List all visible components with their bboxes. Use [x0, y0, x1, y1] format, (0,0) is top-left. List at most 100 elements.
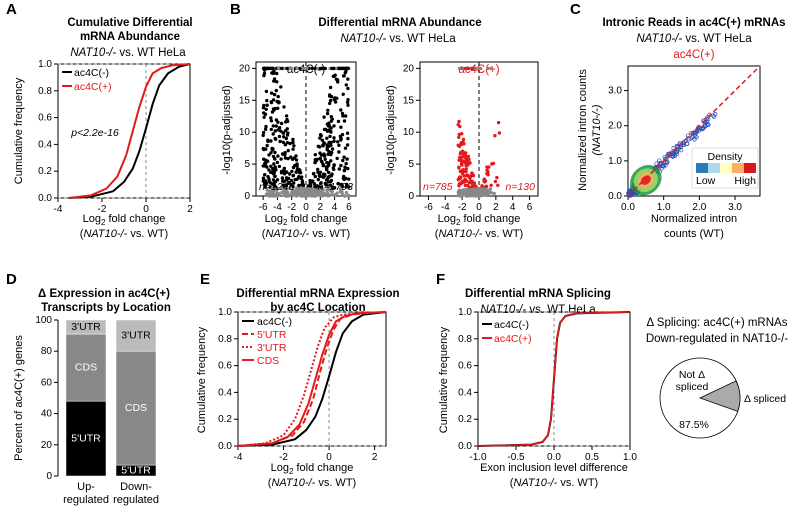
panel-b-point [319, 159, 324, 164]
panel-f-legend-label: ac4C(-) [494, 319, 529, 331]
panel-e-ytick-label: 0.2 [218, 414, 232, 425]
panel-b-point [282, 179, 287, 183]
panel-b-point [492, 191, 496, 196]
panel-b-point [267, 153, 271, 157]
panel-e-series [237, 311, 387, 447]
panel-c-point [713, 112, 718, 117]
panel-b-point [269, 127, 273, 132]
panel-b-point [276, 66, 281, 71]
panel-b-point [459, 180, 464, 185]
panel-b-point [313, 66, 317, 71]
panel-b-point [286, 194, 290, 198]
panel-b-point [333, 193, 337, 197]
panel-b-point [300, 180, 305, 184]
panel-d-bar-segment [65, 319, 107, 335]
panel-b-point [283, 143, 287, 147]
panel-b-ytick-label: 20 [239, 63, 251, 74]
panel-b-point [283, 153, 287, 157]
panel-b-point [346, 98, 350, 102]
panel-d-ytick-label: 20 [41, 440, 53, 451]
panel-b-point [497, 131, 502, 135]
panel-b-subtitle: NAT10-/- vs. WT HeLa [340, 33, 456, 45]
panel-b-point [285, 66, 289, 71]
panel-b-point [457, 166, 461, 170]
panel-b-point [286, 119, 290, 124]
panel-b-point [271, 132, 275, 136]
panel-b-point [289, 178, 294, 183]
panel-b-point [341, 158, 345, 163]
panel-e-legend-label: 5'UTR [257, 329, 287, 341]
panel-b-point [292, 181, 296, 185]
panel-c-point [665, 160, 670, 165]
panel-b-point [261, 130, 266, 135]
panel-b-count-left: n=785 [423, 181, 453, 193]
panel-b-point [305, 66, 309, 71]
panel-b-point [262, 71, 267, 76]
panel-b-point [457, 119, 461, 124]
panel-label-e: E [200, 271, 210, 288]
panel-d-bar-segment [65, 333, 107, 402]
panel-b-point [273, 157, 277, 161]
panel-f-ytick-label: 0.6 [458, 361, 472, 372]
panel-b-point [287, 186, 292, 191]
panel-d-segment-label: CDS [125, 402, 147, 414]
panel-a-title-line2: mRNA Abundance [80, 31, 180, 43]
panel-b-ylabel: -log10(p-adjusted) [221, 85, 233, 174]
panel-label-f: F [436, 271, 445, 288]
panel-b-point [279, 121, 284, 126]
panel-b-point [284, 114, 289, 118]
panel-b-point [467, 157, 471, 162]
panel-b-point [281, 183, 285, 187]
panel-b-point [271, 107, 276, 111]
panel-b-point [279, 171, 284, 175]
pie-label-not-spliced: Not Δ [679, 369, 705, 381]
panel-b-point [462, 152, 466, 156]
panel-b-point [347, 185, 351, 189]
panel-b-point [325, 143, 329, 147]
panel-b-point [489, 183, 493, 187]
panel-b-point [332, 124, 336, 128]
panel-b-xtick-label: 0 [476, 202, 482, 213]
panel-b-point [343, 165, 347, 169]
panel-d-segment-label: 5'UTR [71, 433, 101, 445]
panel-b-point [269, 191, 273, 196]
panel-b-point [465, 160, 469, 164]
panel-b-point [269, 100, 274, 105]
panel-b-point [340, 184, 344, 188]
panel-b-point [325, 146, 329, 150]
panel-c-legend-swatch [696, 163, 708, 173]
panel-b-point [327, 186, 332, 190]
panel-b-xtick-label: 2 [318, 202, 324, 213]
panel-b-point [269, 91, 274, 95]
panel-b-point [328, 134, 332, 139]
panel-a-series-ac4c-pos [68, 63, 191, 199]
panel-b-point [279, 129, 283, 133]
panel-b-nonsig-cloud [467, 187, 491, 198]
panel-b-point [308, 178, 312, 183]
panel-b-point [346, 66, 350, 71]
panel-b-xtick-label: -4 [273, 202, 282, 213]
panel-e-ytick-label: 0.4 [218, 387, 232, 398]
panel-d-ylabel: Percent of ac4C(+) genes [13, 335, 25, 461]
panel-b-count-left: n=1246 [259, 181, 294, 193]
panel-b-point [317, 174, 322, 178]
panel-b-point [311, 179, 315, 183]
panel-b-point [313, 174, 317, 179]
panel-b-point [272, 69, 276, 73]
panel-e-legend-label: 3'UTR [257, 342, 287, 354]
panel-b-point [485, 172, 489, 176]
panel-e-series [237, 311, 387, 447]
panel-b-point [270, 188, 275, 193]
panel-f-xtick-label: 0.5 [585, 452, 599, 463]
panel-e-legend-label: ac4C(-) [257, 316, 292, 328]
panel-a-ytick-label: 0.0 [38, 193, 52, 204]
panel-b-point [284, 183, 288, 187]
panel-b-point [466, 154, 471, 159]
panel-b-point [339, 163, 343, 168]
panel-b-point [284, 136, 288, 141]
panel-a-pvalue: p<2.2e-16 [70, 127, 119, 139]
panel-b-point [291, 147, 295, 151]
panel-b-point [457, 66, 462, 71]
panel-b-point [460, 132, 464, 136]
panel-b-point [333, 96, 337, 100]
